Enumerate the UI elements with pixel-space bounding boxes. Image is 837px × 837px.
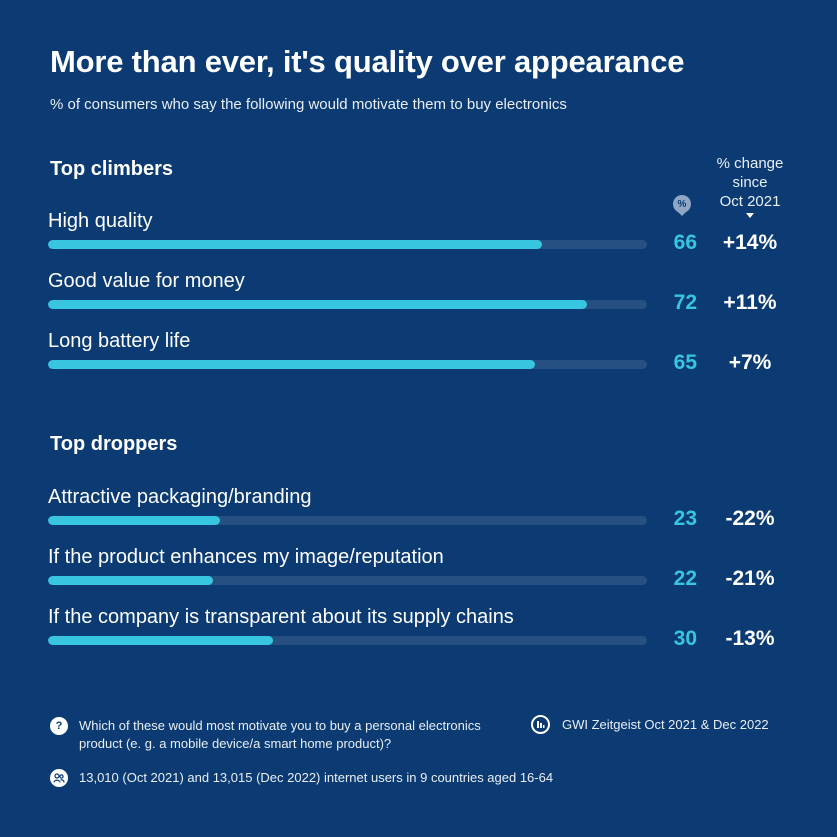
bar <box>48 576 213 585</box>
bar <box>48 300 588 309</box>
bar-row: Attractive packaging/branding 23 -22% <box>0 486 837 546</box>
bar-value: 72 <box>673 291 697 314</box>
bar <box>48 360 535 369</box>
bar-value: 65 <box>673 351 697 374</box>
bar-change: +11% <box>723 291 777 314</box>
bar-row: If the company is transparent about its … <box>0 606 837 666</box>
question-icon: ? <box>50 717 68 735</box>
chart-title: More than ever, it's quality over appear… <box>50 44 685 79</box>
change-column-header: % change since Oct 2021 <box>700 154 800 218</box>
gwi-logo-mark <box>537 721 545 728</box>
bar-value: 22 <box>673 567 697 590</box>
change-header-line1: % change <box>716 155 784 172</box>
bar-track <box>48 360 647 369</box>
percent-pin-icon: % <box>673 195 691 216</box>
bar-track <box>48 516 647 525</box>
bar-value: 66 <box>673 231 697 254</box>
caret-down-icon <box>746 213 754 218</box>
bar-label: If the company is transparent about its … <box>48 606 514 628</box>
bar <box>48 516 221 525</box>
bar-label: High quality <box>48 210 153 232</box>
section-title-climbers: Top climbers <box>50 158 173 180</box>
bar-row: If the product enhances my image/reputat… <box>0 546 837 606</box>
bar-change: -21% <box>725 567 775 590</box>
gwi-logo-icon <box>531 715 550 734</box>
change-header-line3: Oct 2021 <box>719 193 781 210</box>
bar-value: 30 <box>673 627 697 650</box>
bar-track <box>48 300 647 309</box>
bar-change: +14% <box>722 231 778 254</box>
bar-track <box>48 576 647 585</box>
bar-track <box>48 636 647 645</box>
change-header-line2: since <box>732 174 768 191</box>
people-icon <box>50 769 68 787</box>
bar-row: High quality 66 +14% <box>0 210 837 270</box>
survey-question: Which of these would most motivate you t… <box>79 718 481 751</box>
bar <box>48 240 543 249</box>
bar <box>48 636 273 645</box>
bar-change: -13% <box>725 627 775 650</box>
bar-row: Good value for money 72 +11% <box>0 270 837 330</box>
chart-subtitle: % of consumers who say the following wou… <box>50 96 567 113</box>
bar-row: Long battery life 65 +7% <box>0 330 837 390</box>
source-text: GWI Zeitgeist Oct 2021 & Dec 2022 <box>562 717 769 732</box>
people-glyph <box>53 773 65 783</box>
bar-label: Attractive packaging/branding <box>48 486 312 508</box>
bar-label: Long battery life <box>48 330 191 352</box>
bar-change: -22% <box>725 507 775 530</box>
bar-track <box>48 240 647 249</box>
bar-value: 23 <box>673 507 697 530</box>
bar-label: Good value for money <box>48 270 245 292</box>
sample-text: 13,010 (Oct 2021) and 13,015 (Dec 2022) … <box>79 770 554 785</box>
bar-change: +7% <box>728 351 772 374</box>
section-title-droppers: Top droppers <box>50 433 178 455</box>
bar-label: If the product enhances my image/reputat… <box>48 546 444 568</box>
